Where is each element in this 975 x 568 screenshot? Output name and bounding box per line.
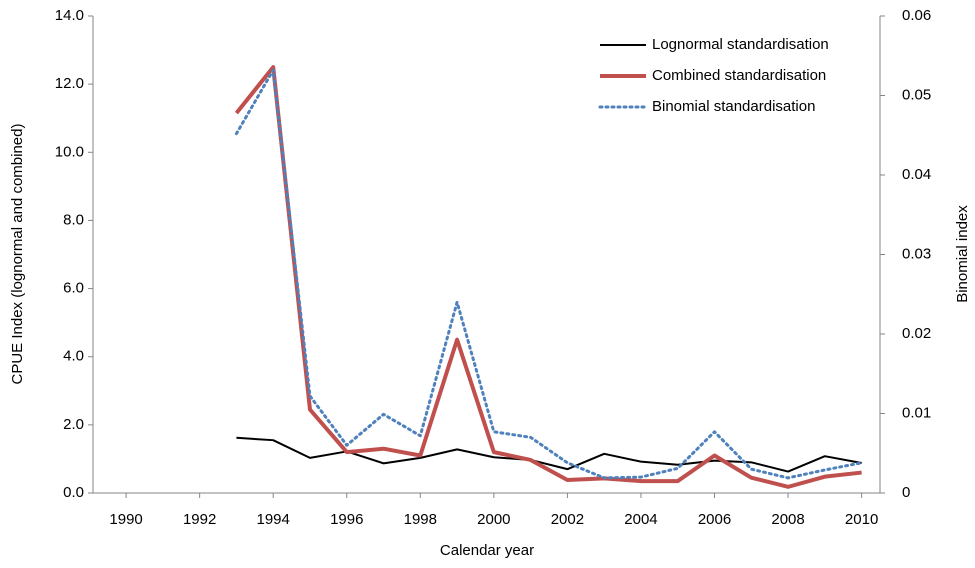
y2-tick-label: 0.06 <box>902 7 931 24</box>
y-tick-label: 12.0 <box>55 75 84 92</box>
x-tick-label: 2006 <box>698 511 731 528</box>
x-tick-label: 2000 <box>477 511 510 528</box>
legend-label: Lognormal standardisation <box>652 36 829 53</box>
y2-tick-label: 0.05 <box>902 86 931 103</box>
x-tick-label: 1992 <box>183 511 216 528</box>
series-line <box>234 65 862 489</box>
y-tick-label: 2.0 <box>63 416 84 433</box>
y-tick-label: 6.0 <box>63 280 84 297</box>
x-tick-label: 1990 <box>109 511 142 528</box>
y2-tick-label: 0 <box>902 484 910 501</box>
x-tick-label: 2002 <box>551 511 584 528</box>
x-tick-label: 2004 <box>624 511 657 528</box>
series-line <box>234 68 864 480</box>
y2-tick-label: 0.03 <box>902 245 931 262</box>
y-tick-label: 4.0 <box>63 348 84 365</box>
y-tick-label: 10.0 <box>55 143 84 160</box>
y2-tick-label: 0.04 <box>902 166 931 183</box>
y-tick-label: 8.0 <box>63 211 84 228</box>
x-tick-label: 1996 <box>330 511 363 528</box>
y-axis-title: CPUE Index (lognormal and combined) <box>9 124 26 385</box>
y2-axis-title: Binomial index <box>954 205 971 303</box>
x-tick-label: 2010 <box>845 511 878 528</box>
y-tick-label: 14.0 <box>55 7 84 24</box>
y2-tick-label: 0.02 <box>902 325 931 342</box>
y2-tick-label: 0.01 <box>902 404 931 421</box>
legend-label: Binomial standardisation <box>652 98 815 115</box>
x-axis-title: Calendar year <box>440 542 534 559</box>
series-line <box>236 436 862 473</box>
y-tick-label: 0.0 <box>63 484 84 501</box>
legend-label: Combined standardisation <box>652 67 826 84</box>
x-tick-label: 2008 <box>771 511 804 528</box>
x-tick-label: 1998 <box>404 511 437 528</box>
x-tick-label: 1994 <box>257 511 290 528</box>
